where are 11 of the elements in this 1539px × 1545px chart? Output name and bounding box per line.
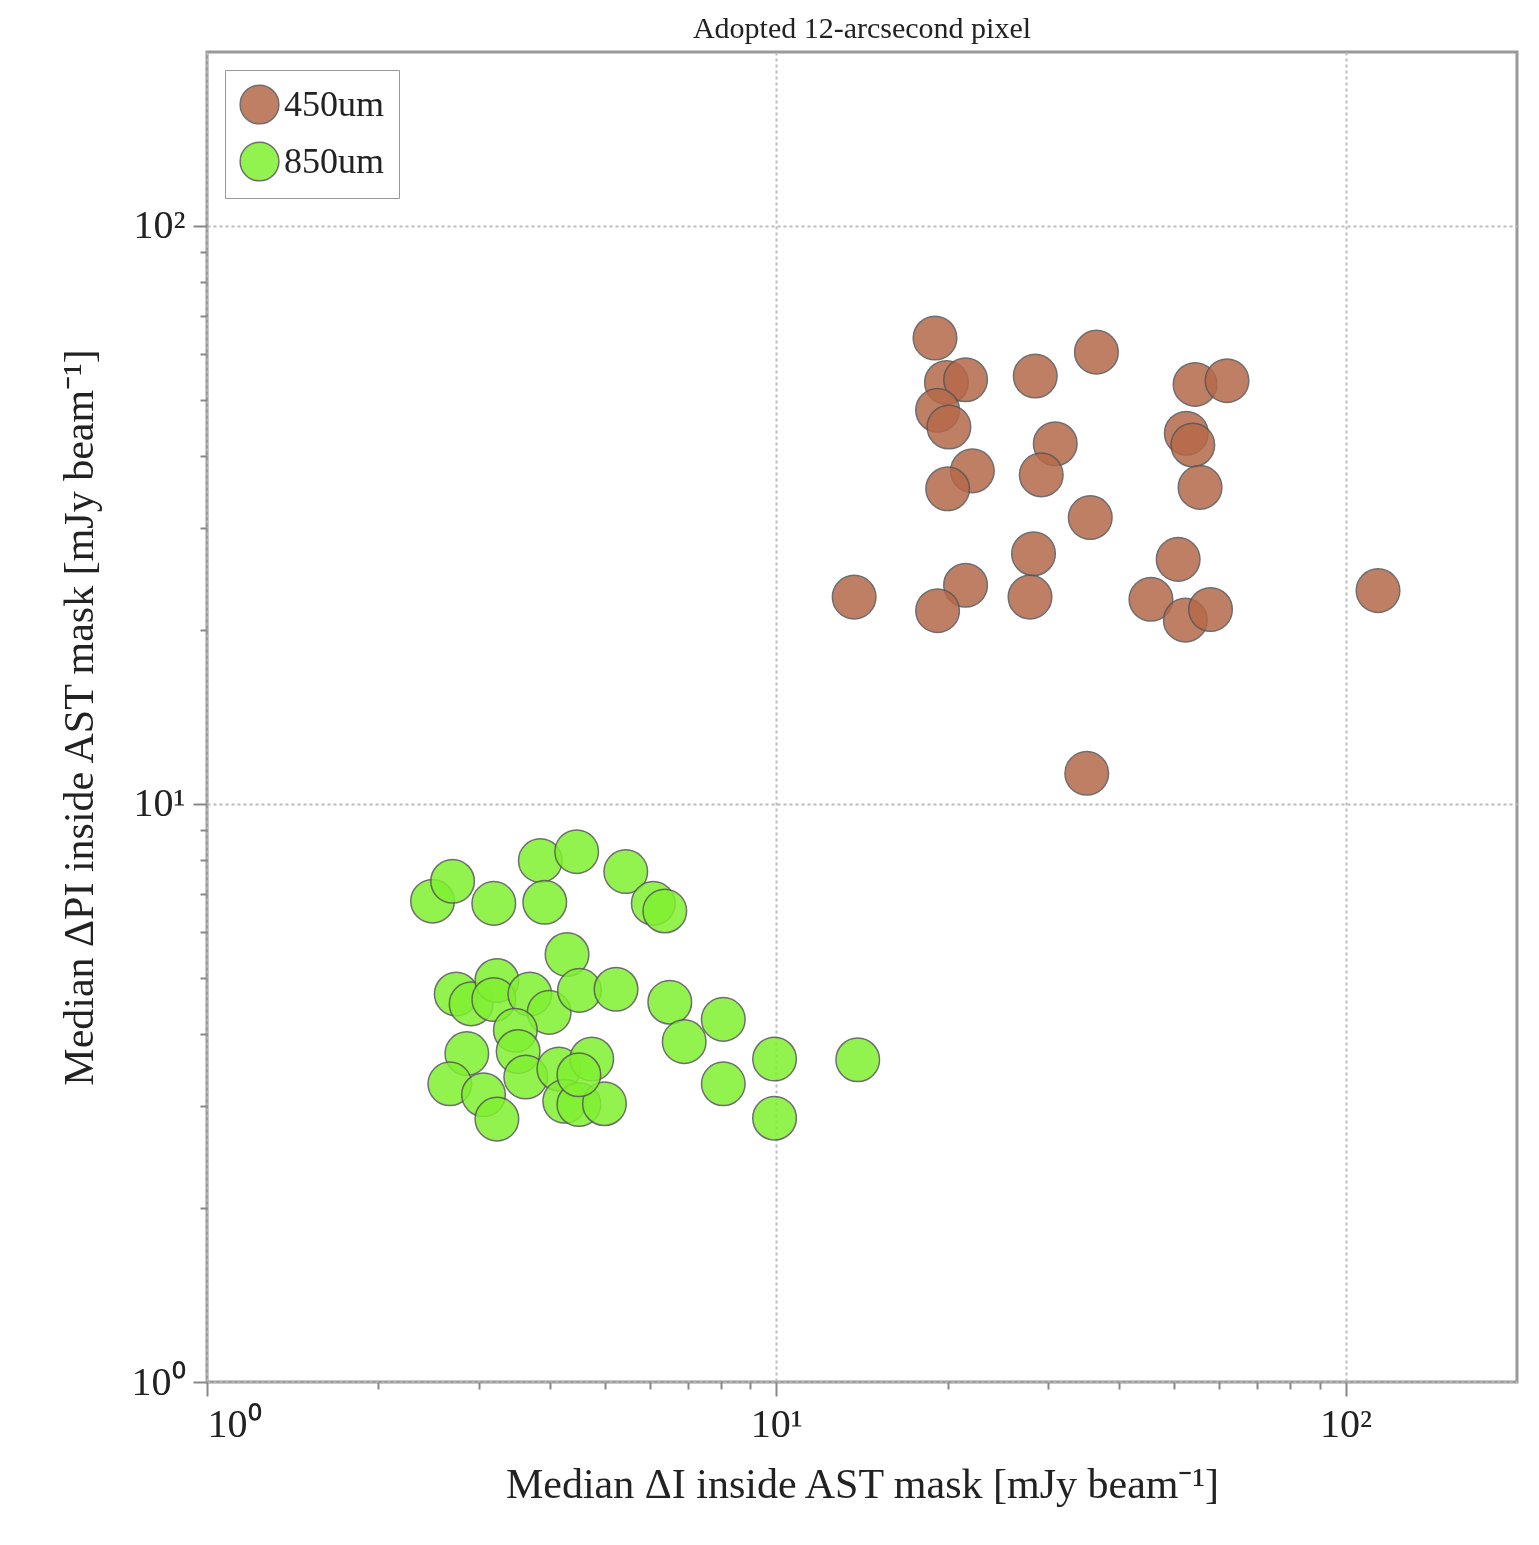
legend-label: 450um (284, 83, 385, 124)
x-tick-label: 10² (1320, 1400, 1373, 1446)
y-tick-label: 10² (133, 202, 186, 248)
y-tick-label: 10⁰ (131, 1358, 186, 1404)
y-axis-title: Median ΔPI inside AST mask [mJy beam⁻¹] (55, 349, 102, 1086)
x-axis-title: Median ΔI inside AST mask [mJy beam⁻¹] (505, 1460, 1220, 1507)
legend-label: 850um (284, 140, 385, 181)
x-tick-label: 10⁰ (207, 1400, 262, 1446)
x-tick-label: 10¹ (750, 1400, 803, 1446)
y-tick-label: 10¹ (133, 780, 186, 826)
chart-title: Adopted 12-arcsecond pixel (692, 11, 1032, 44)
